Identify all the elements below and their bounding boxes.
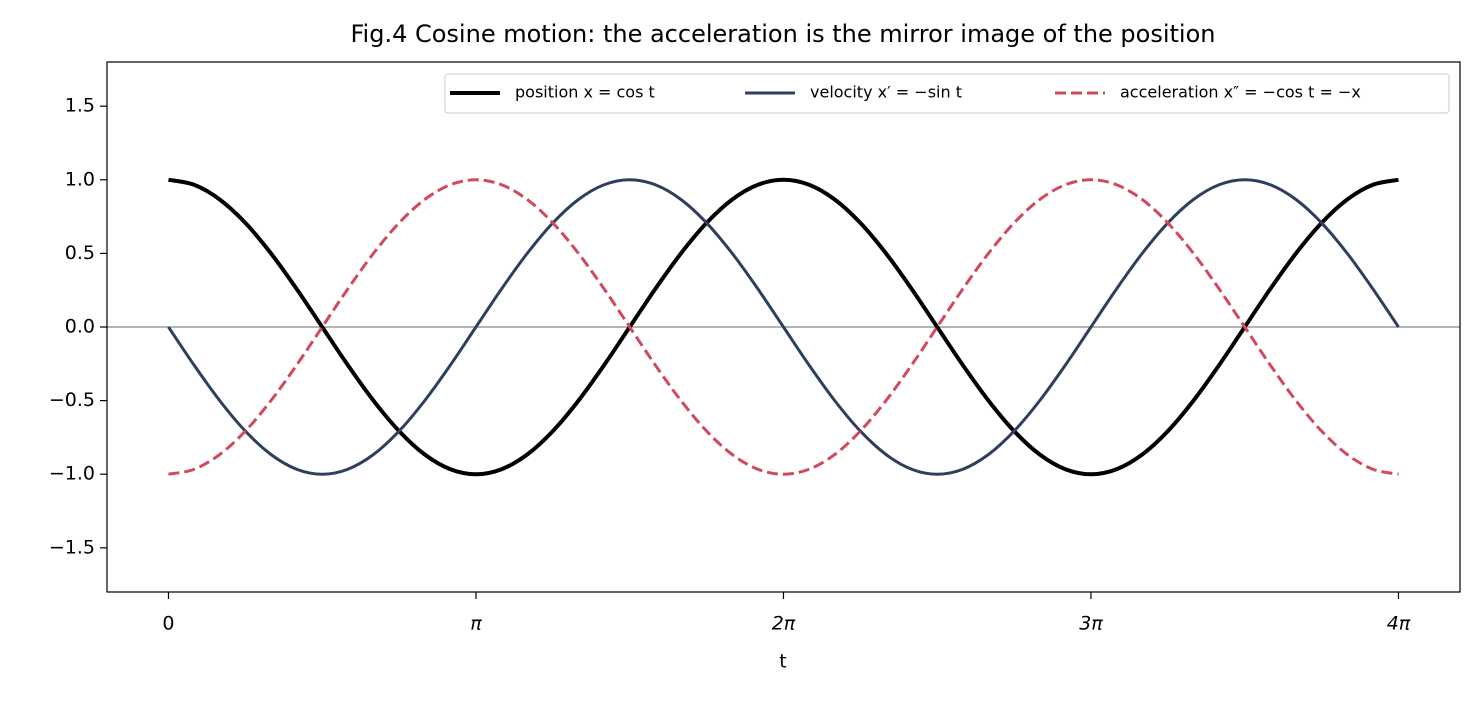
y-tick-label: 1.5 (65, 95, 95, 117)
series-line (167, 178, 1400, 476)
x-axis-label: t (779, 651, 786, 673)
x-tick-label: 0 (162, 613, 174, 635)
y-tick-label: 1.0 (65, 168, 95, 190)
legend-label: position x = cos t (515, 83, 655, 102)
series-line (168, 178, 1399, 476)
y-tick-label: 0.5 (65, 242, 95, 264)
y-tick-label: −0.5 (49, 389, 95, 411)
legend-label: acceleration x″ = −cos t = −x (1120, 83, 1361, 102)
y-tick-label: −1.0 (49, 463, 95, 485)
x-tick-label: 2π (772, 613, 796, 635)
x-tick-label: 3π (1079, 613, 1103, 635)
y-tick-label: 0.0 (65, 316, 95, 338)
legend-label: velocity x′ = −sin t (810, 83, 962, 102)
plot-frame (106, 61, 1461, 593)
chart-title: Fig.4 Cosine motion: the acceleration is… (351, 20, 1216, 48)
y-tick-label: −1.5 (49, 536, 95, 558)
legend-box (444, 73, 1450, 114)
series-line (168, 177, 1399, 477)
x-tick-label: 4π (1387, 613, 1411, 635)
x-tick-label: π (470, 613, 482, 635)
